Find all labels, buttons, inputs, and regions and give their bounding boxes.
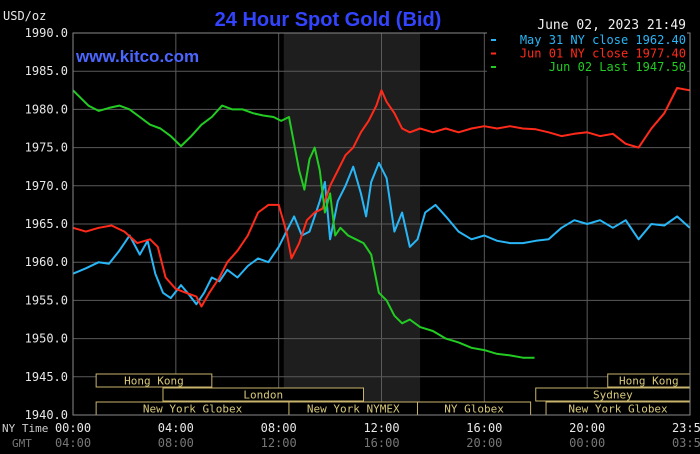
- session-label: New York Globex: [143, 403, 243, 416]
- y-tick-label: 1970.0: [25, 179, 68, 193]
- gmt-tick-label: 00:00: [569, 436, 605, 450]
- ny-time-tick-label: 20:00: [569, 421, 605, 435]
- y-tick-label: 1980.0: [25, 102, 68, 116]
- y-tick-label: 1940.0: [25, 408, 68, 422]
- session-sydney: Sydney: [535, 387, 691, 402]
- ny-time-tick-label: 16:00: [466, 421, 502, 435]
- legend-background: [487, 32, 687, 76]
- session-label: NY Globex: [444, 403, 504, 416]
- x-axis-ticks: 00:0004:0008:0012:0016:0020:0023:5904:00…: [55, 421, 700, 450]
- ny-time-tick-label: 04:00: [158, 421, 194, 435]
- date-label: June 02, 2023 21:49: [537, 18, 686, 33]
- session-label: New York Globex: [568, 403, 668, 416]
- y-tick-label: 1990.0: [25, 26, 68, 40]
- legend-swatch: [491, 39, 496, 41]
- price-series: [72, 87, 691, 359]
- plot-frame: [72, 32, 691, 416]
- y-tick-label: 1945.0: [25, 370, 68, 384]
- legend-swatch: [491, 66, 496, 68]
- series-line-3: [72, 89, 535, 359]
- legend-entry: Jun 01 NY close 1977.40: [520, 47, 686, 61]
- gmt-tick-label: 16:00: [363, 436, 399, 450]
- y-tick-label: 1955.0: [25, 293, 68, 307]
- session-hong-kong: Hong Kong: [95, 373, 213, 388]
- session-label: London: [243, 389, 283, 402]
- ny-time-tick-label: 00:00: [55, 421, 91, 435]
- series-line-2: [72, 87, 690, 308]
- legend-entry: Jun 02 Last 1947.50: [549, 60, 686, 74]
- gmt-label: GMT: [12, 437, 32, 450]
- session-new-york-globex: New York Globex: [545, 401, 691, 416]
- session-hong-kong: Hong Kong: [607, 373, 691, 388]
- y-tick-label: 1965.0: [25, 217, 68, 231]
- session-label: Sydney: [593, 389, 633, 402]
- y-tick-label: 1960.0: [25, 255, 68, 269]
- watermark: www.kitco.com: [75, 47, 199, 66]
- ny-time-tick-label: 23:59: [672, 421, 700, 435]
- y-tick-label: 1975.0: [25, 141, 68, 155]
- session-box: [162, 387, 365, 402]
- ny-time-tick-label: 08:00: [261, 421, 297, 435]
- gmt-tick-label: 12:00: [261, 436, 297, 450]
- session-label: Hong Kong: [124, 375, 184, 388]
- session-ny-globex: NY Globex: [416, 401, 532, 416]
- gmt-tick-label: 08:00: [158, 436, 194, 450]
- ny-time-tick-label: 12:00: [363, 421, 399, 435]
- session-label: Hong Kong: [619, 375, 679, 388]
- session-new-york-globex: New York Globex: [95, 401, 290, 416]
- ny-time-label: NY Time: [2, 422, 48, 435]
- session-label: New York NYMEX: [307, 403, 400, 416]
- y-axis-ticks: 1990.0 1985.0 1980.0 1975.0 1970.0 1965.0 1960…: [25, 26, 68, 422]
- y-axis-unit-label: USD/oz: [3, 9, 46, 23]
- y-tick-label: 1950.0: [25, 332, 68, 346]
- session-box: [95, 373, 213, 388]
- gmt-tick-label: 03:59: [672, 436, 700, 450]
- gmt-tick-label: 04:00: [55, 436, 91, 450]
- session-new-york-nymex: New York NYMEX: [288, 401, 418, 416]
- legend-entry: May 31 NY close 1962.40: [520, 33, 686, 47]
- legend-swatch: [491, 52, 496, 55]
- gmt-tick-label: 20:00: [466, 436, 502, 450]
- session-london: London: [162, 387, 365, 402]
- y-tick-label: 1985.0: [25, 64, 68, 78]
- chart-title: 24 Hour Spot Gold (Bid): [215, 9, 442, 31]
